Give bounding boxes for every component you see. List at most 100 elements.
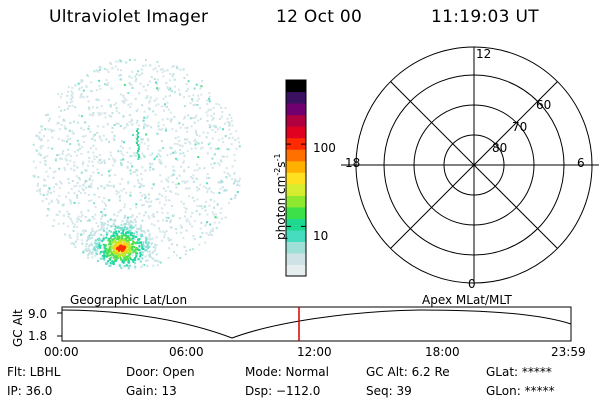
image-pixel [40,139,43,142]
image-pixel [123,203,126,206]
image-pixel [137,70,140,73]
image-pixel [226,148,229,151]
image-pixel [188,95,191,98]
image-pixel [132,240,134,243]
image-pixel [143,193,146,196]
image-pixel [193,169,196,172]
image-pixel [109,241,111,244]
image-pixel [91,90,93,93]
image-pixel [129,249,132,252]
image-pixel [134,220,137,223]
image-pixel [119,125,122,128]
image-pixel [210,108,213,111]
image-pixel [193,87,196,90]
image-pixel [201,146,204,149]
image-pixel [34,166,37,169]
image-pixel [220,217,223,220]
image-pixel [115,238,118,241]
image-pixel [168,239,170,242]
image-pixel [141,138,144,141]
image-pixel [141,72,144,75]
image-pixel [151,187,154,190]
image-pixel [72,120,75,123]
image-pixel [66,135,69,138]
image-pixel [93,202,96,205]
image-pixel [99,68,101,71]
image-pixel [166,69,169,72]
image-pixel [158,161,161,164]
image-pixel [135,121,138,124]
image-pixel [176,244,178,246]
image-pixel [103,255,106,258]
image-pixel [86,74,89,77]
image-pixel [149,204,152,207]
image-pixel [161,71,164,74]
image-pixel [233,182,236,184]
image-pixel [179,126,182,129]
image-pixel [71,95,74,98]
image-pixel [118,247,121,250]
image-pixel [205,182,208,185]
image-pixel [199,117,202,120]
image-pixel [140,68,143,71]
image-pixel [189,117,192,120]
image-pixel [214,216,217,219]
image-pixel [57,201,60,204]
image-pixel [122,101,125,104]
image-pixel [140,226,142,228]
image-pixel [64,233,67,236]
image-pixel [198,213,201,216]
image-pixel [172,151,175,154]
gcalt-status: GC Alt: 6.2 Re [366,365,450,379]
image-pixel [65,159,68,162]
image-pixel [92,171,95,174]
image-pixel [144,89,147,92]
image-pixel [82,135,85,138]
image-pixel [205,222,208,225]
image-pixel [48,202,51,205]
image-pixel [105,236,108,239]
image-pixel [99,158,102,161]
image-pixel [66,225,69,228]
image-pixel [94,206,97,209]
image-pixel [179,149,182,152]
image-pixel [77,149,80,152]
image-pixel [121,147,124,149]
image-pixel [47,190,50,193]
image-pixel [120,232,123,235]
image-pixel [164,196,167,199]
image-pixel [114,243,117,246]
image-pixel [206,191,209,193]
image-pixel [112,164,115,167]
image-pixel [79,178,81,181]
image-pixel [32,160,35,163]
image-pixel [76,139,79,142]
image-pixel [185,83,188,85]
image-pixel [135,206,138,209]
image-pixel [54,170,57,173]
image-pixel [87,248,90,251]
image-pixel [142,64,144,67]
image-pixel [194,103,197,106]
image-pixel [112,184,115,187]
image-pixel [123,242,126,245]
image-pixel [138,92,141,95]
image-pixel [60,109,63,112]
image-pixel [67,178,70,181]
image-pixel [71,180,74,182]
image-pixel [68,213,70,215]
image-pixel [124,250,127,253]
image-pixel [127,182,130,185]
image-pixel [126,265,129,268]
image-pixel [147,124,150,127]
image-pixel [136,130,138,132]
image-pixel [112,224,115,227]
image-pixel [164,95,167,98]
image-pixel [156,87,159,90]
image-pixel [183,170,186,173]
image-pixel [107,251,110,254]
image-pixel [128,243,130,246]
image-pixel [126,248,129,251]
image-pixel [109,218,112,221]
image-pixel [87,238,89,241]
